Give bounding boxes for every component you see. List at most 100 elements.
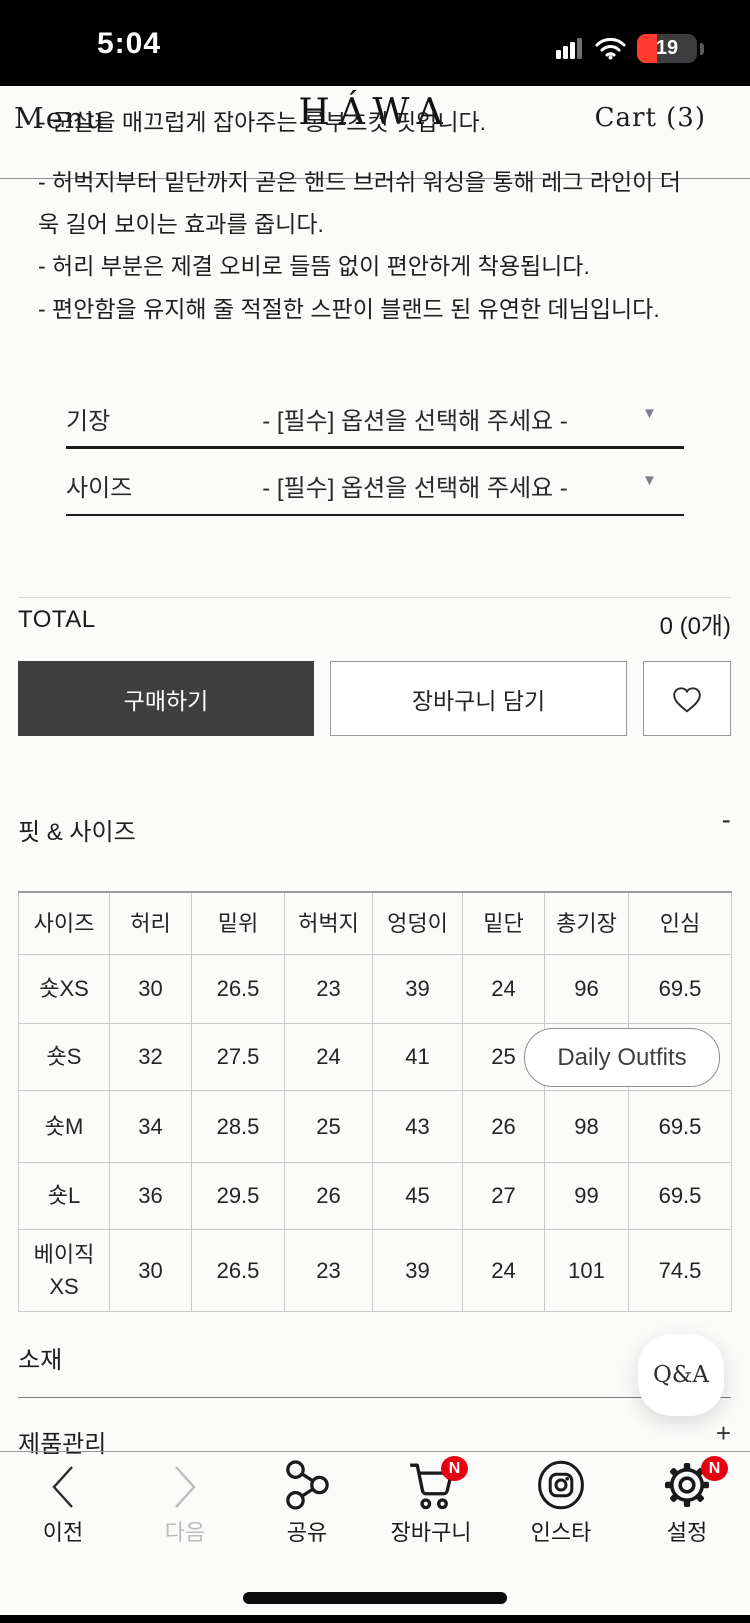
value-cell: 24 (462, 954, 545, 1024)
new-badge: N (441, 1456, 468, 1481)
value-cell: 99 (544, 1162, 629, 1230)
table-row: 숏M 34 28.5 25 43 26 98 69.5 (18, 1090, 732, 1163)
daily-outfits-button[interactable]: Daily Outfits (524, 1028, 720, 1087)
description-line: 욱 길어 보이는 효과를 줍니다. (38, 211, 324, 237)
size-cell: 숏L (18, 1162, 110, 1230)
nav-label: 이전 (42, 1520, 84, 1545)
battery-percent: 19 (655, 37, 679, 59)
home-indicator[interactable] (243, 1592, 507, 1604)
value-cell: 23 (284, 1229, 373, 1312)
size-cell: 베이직 XS (18, 1229, 110, 1312)
nav-back[interactable]: 이전 (2, 1458, 124, 1547)
value-cell: 27 (462, 1162, 545, 1230)
col-header: 허리 (109, 891, 192, 955)
value-cell: 26 (284, 1162, 373, 1230)
size-cell: 숏S (18, 1023, 110, 1091)
value-cell: 36 (109, 1162, 192, 1230)
nav-cart[interactable]: N 장바구니 (370, 1456, 492, 1547)
buy-button[interactable]: 구매하기 (18, 661, 314, 736)
table-row: 베이직 XS 30 26.5 23 39 24 101 74.5 (18, 1229, 732, 1312)
col-header: 허벅지 (284, 891, 373, 955)
qna-button[interactable]: Q&A (638, 1334, 724, 1416)
battery-cap (700, 42, 704, 55)
col-header: 밑단 (462, 891, 545, 955)
value-cell: 74.5 (628, 1229, 732, 1312)
value-cell: 69.5 (628, 1090, 732, 1163)
nav-label: 공유 (286, 1520, 328, 1545)
size-select[interactable]: - [필수] 옵션을 선택해 주세요 - (262, 475, 568, 502)
value-cell: 29.5 (191, 1162, 285, 1230)
table-row: 숏XS 30 26.5 23 39 24 96 69.5 (18, 954, 732, 1024)
value-cell: 27.5 (191, 1023, 285, 1091)
menu-button[interactable]: Menu (14, 101, 107, 135)
wishlist-button[interactable] (643, 661, 731, 736)
new-badge: N (701, 1456, 728, 1481)
care-title: 제품관리 (18, 1431, 107, 1458)
value-cell: 30 (109, 954, 192, 1024)
option-divider (66, 514, 684, 516)
heart-icon (671, 684, 703, 714)
total-label: TOTAL (18, 606, 96, 633)
nav-label: 설정 (666, 1520, 708, 1545)
nav-instagram[interactable]: 인스타 (500, 1458, 622, 1547)
col-header: 엉덩이 (372, 891, 463, 955)
chevron-down-icon[interactable]: ▼ (642, 472, 657, 489)
value-cell: 26.5 (191, 954, 285, 1024)
value-cell: 28.5 (191, 1090, 285, 1163)
option-label-size: 사이즈 (66, 475, 133, 502)
value-cell: 26 (462, 1090, 545, 1163)
value-cell: 32 (109, 1023, 192, 1091)
status-icons: 19 (556, 34, 704, 63)
value-cell: 39 (372, 1229, 463, 1312)
value-cell: 24 (462, 1229, 545, 1312)
value-cell: 25 (462, 1023, 545, 1091)
bottom-bezel (0, 1615, 750, 1623)
table-row: 숏L 36 29.5 26 45 27 99 69.5 (18, 1162, 732, 1230)
instagram-icon (500, 1458, 622, 1510)
col-header: 밑위 (191, 891, 285, 955)
col-header: 인심 (628, 891, 732, 955)
value-cell: 23 (284, 954, 373, 1024)
nav-settings[interactable]: N 설정 (626, 1456, 748, 1547)
status-time: 5:04 (96, 27, 162, 60)
share-icon (246, 1458, 368, 1510)
material-divider (18, 1397, 731, 1398)
value-cell: 96 (544, 954, 629, 1024)
value-cell: 30 (109, 1229, 192, 1312)
nav-share[interactable]: 공유 (246, 1458, 368, 1547)
fit-size-collapse-toggle[interactable]: - (721, 804, 731, 835)
value-cell: 24 (284, 1023, 373, 1091)
value-cell: 98 (544, 1090, 629, 1163)
table-header-row: 사이즈 허리 밑위 허벅지 엉덩이 밑단 총기장 인심 (18, 891, 732, 955)
cellular-signal-icon (556, 37, 584, 61)
col-header: 총기장 (544, 891, 629, 955)
value-cell: 45 (372, 1162, 463, 1230)
chevron-down-icon[interactable]: ▼ (642, 405, 657, 422)
description-line: - 허리 부분은 제결 오비로 들뜸 없이 편안하게 착용됩니다. (38, 253, 590, 279)
care-expand-toggle[interactable]: + (715, 1418, 731, 1448)
cart-link[interactable]: Cart (3) (594, 103, 706, 133)
wifi-icon (595, 37, 626, 60)
add-to-cart-button[interactable]: 장바구니 담기 (330, 661, 627, 736)
col-header: 사이즈 (18, 891, 110, 955)
option-divider (66, 446, 684, 449)
value-cell: 101 (544, 1229, 629, 1312)
size-cell: 숏XS (18, 954, 110, 1024)
option-label-length: 기장 (66, 408, 111, 435)
nav-forward[interactable]: 다음 (124, 1458, 246, 1547)
value-cell: 43 (372, 1090, 463, 1163)
bottom-nav-divider (0, 1451, 750, 1452)
fit-size-title: 핏 & 사이즈 (18, 819, 136, 846)
cart-icon: N (370, 1456, 492, 1510)
nav-label: 다음 (164, 1520, 206, 1545)
status-bar: 5:04 19 (0, 0, 750, 86)
size-cell: 숏M (18, 1090, 110, 1163)
chevron-left-icon (2, 1458, 124, 1510)
battery-fill (637, 34, 657, 63)
total-value: 0 (0개) (659, 613, 731, 640)
battery-icon: 19 (637, 34, 697, 63)
brand-logo[interactable]: HÁWA (298, 92, 452, 133)
length-select[interactable]: - [필수] 옵션을 선택해 주세요 - (262, 408, 568, 435)
description-line: - 편안함을 유지해 줄 적절한 스판이 블랜드 된 유연한 데님입니다. (38, 296, 660, 322)
